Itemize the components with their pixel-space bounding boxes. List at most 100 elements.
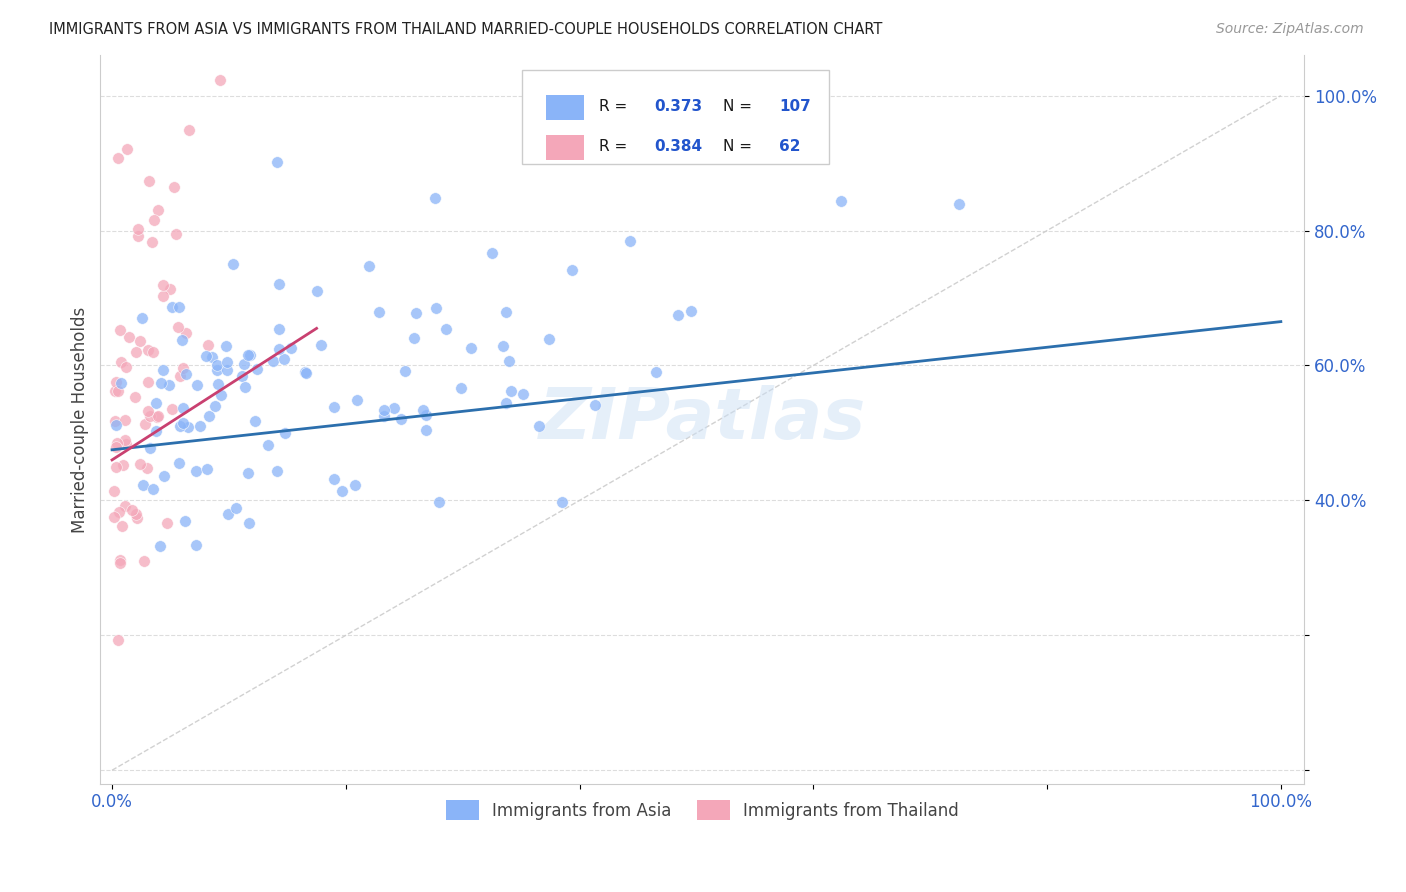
Text: R =: R = [599, 139, 631, 154]
Point [103, 509, 125, 524]
Point [104, 440, 127, 454]
Point [269, 321, 291, 335]
Point [110, 355, 132, 369]
Point [108, 556, 131, 570]
Point [209, 73, 232, 87]
Point [330, 484, 353, 499]
Point [108, 552, 131, 566]
Point [481, 246, 503, 260]
Point [322, 400, 344, 414]
Point [412, 403, 434, 417]
Point [415, 408, 437, 422]
Text: N =: N = [723, 139, 756, 154]
Point [186, 378, 208, 392]
Point [136, 404, 159, 418]
Point [152, 363, 174, 377]
Point [197, 337, 219, 351]
Point [382, 401, 405, 415]
Point [115, 141, 138, 155]
Point [233, 380, 256, 394]
Point [236, 466, 259, 480]
Point [512, 387, 534, 401]
FancyBboxPatch shape [522, 70, 828, 164]
Point [217, 507, 239, 521]
Point [125, 345, 148, 359]
Point [172, 401, 194, 416]
Point [209, 388, 232, 402]
Point [222, 257, 245, 271]
Point [105, 436, 128, 450]
Point [114, 412, 136, 426]
Point [110, 323, 132, 337]
Point [217, 355, 239, 369]
Point [207, 377, 229, 392]
Point [141, 235, 163, 250]
Point [138, 174, 160, 188]
Point [427, 495, 450, 509]
Point [163, 180, 186, 194]
Point [160, 401, 183, 416]
Text: N =: N = [723, 99, 756, 114]
Point [174, 367, 197, 381]
Text: IMMIGRANTS FROM ASIA VS IMMIGRANTS FROM THAILAND MARRIED-COUPLE HOUSEHOLDS CORRE: IMMIGRANTS FROM ASIA VS IMMIGRANTS FROM … [49, 22, 883, 37]
Point [142, 345, 165, 359]
Point [127, 229, 149, 244]
Point [492, 339, 515, 353]
Point [666, 308, 689, 322]
Point [561, 263, 583, 277]
Point [769, 147, 792, 161]
Point [177, 123, 200, 137]
FancyBboxPatch shape [546, 95, 585, 120]
Point [157, 378, 180, 392]
Point [215, 339, 238, 353]
Point [167, 456, 190, 470]
Point [136, 460, 159, 475]
Legend: Immigrants from Asia, Immigrants from Thailand: Immigrants from Asia, Immigrants from Th… [439, 794, 966, 826]
Point [309, 338, 332, 352]
Point [217, 363, 239, 377]
Point [645, 365, 668, 379]
Point [343, 478, 366, 492]
Point [128, 457, 150, 471]
Point [165, 227, 187, 241]
Point [112, 458, 135, 473]
Point [499, 384, 522, 398]
Point [830, 194, 852, 209]
Point [198, 409, 221, 423]
Point [139, 409, 162, 424]
Point [236, 348, 259, 362]
Point [152, 289, 174, 303]
Point [176, 326, 198, 340]
Point [404, 331, 426, 345]
Point [172, 360, 194, 375]
Point [269, 343, 291, 357]
Point [195, 462, 218, 476]
Point [357, 259, 380, 273]
Point [169, 300, 191, 314]
Point [495, 304, 517, 318]
Point [405, 306, 427, 320]
Point [274, 426, 297, 441]
Point [200, 351, 222, 365]
Point [434, 321, 457, 335]
Point [231, 368, 253, 383]
Point [368, 305, 391, 319]
Point [103, 483, 125, 498]
Point [232, 358, 254, 372]
Point [172, 416, 194, 430]
Point [156, 516, 179, 530]
Point [149, 376, 172, 390]
Point [152, 278, 174, 293]
Point [583, 398, 606, 412]
Point [169, 418, 191, 433]
Point [107, 632, 129, 647]
Text: 62: 62 [779, 139, 801, 154]
Point [110, 376, 132, 390]
Point [136, 375, 159, 389]
Point [225, 501, 247, 516]
Point [104, 414, 127, 428]
Point [105, 418, 128, 433]
Point [177, 420, 200, 434]
Point [145, 425, 167, 439]
Point [238, 516, 260, 530]
